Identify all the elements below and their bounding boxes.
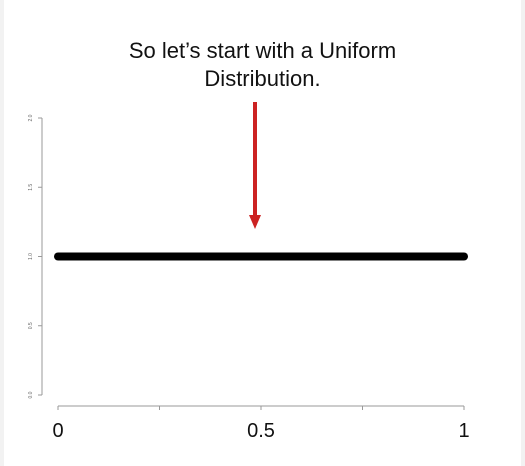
pointer-arrow — [249, 102, 261, 229]
left-edge — [0, 0, 4, 466]
caption-line-1: So let’s start with a Uniform — [128, 38, 397, 63]
x-tick-label: 0 — [52, 420, 63, 442]
y-tick-label: 1.0 — [28, 253, 34, 260]
y-tick-label: 2.0 — [28, 114, 34, 121]
y-tick-label: 0.0 — [28, 391, 34, 398]
y-tick-label: 0.5 — [28, 322, 34, 329]
x-tick-label: 0.5 — [247, 420, 275, 442]
y-ticks: 0.0 0.5 1.0 1.5 2.0 — [28, 114, 42, 398]
x-tick-label: 1 — [458, 420, 469, 442]
x-ticks: 0 0.5 1 — [52, 406, 470, 442]
caption-line-2: Distribution. — [204, 66, 321, 91]
y-tick-label: 1.5 — [28, 184, 34, 191]
right-edge — [521, 0, 525, 466]
arrow-head — [249, 215, 261, 229]
